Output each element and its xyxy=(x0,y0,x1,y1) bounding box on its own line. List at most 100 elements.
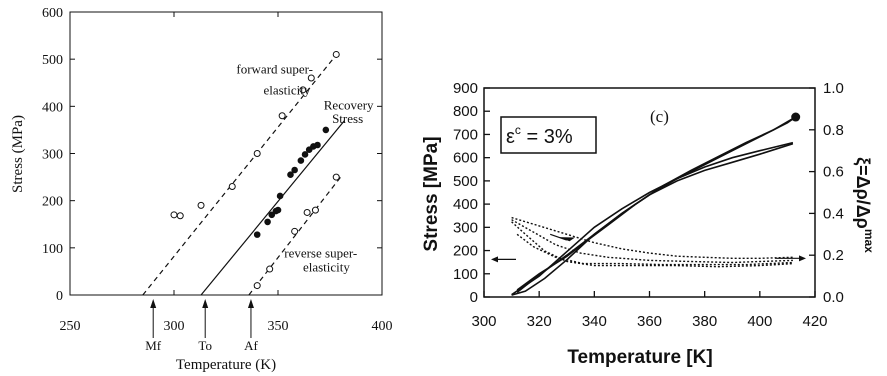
right-y-tick-label: 300 xyxy=(453,219,478,236)
end-point-marker xyxy=(791,112,801,122)
xi-curve xyxy=(511,221,793,268)
left-axis-ticks xyxy=(69,11,383,296)
right-y2-tick-label: 0.0 xyxy=(823,289,844,306)
right-y2-tick-label: 0.8 xyxy=(823,122,844,139)
equation-text: εc = 3% xyxy=(506,123,573,148)
right-y-tick-label: 500 xyxy=(453,173,478,190)
right-y2-tick-label: 0.2 xyxy=(823,247,844,264)
left-y-tick-label: 0 xyxy=(56,289,63,304)
left-axis-pointer-head xyxy=(491,256,498,263)
left-data-points xyxy=(170,50,340,290)
chart-right: 300 320 340 360 380 400 420 0 100 200 300 400 500 600… xyxy=(421,80,876,368)
right-x-tick-label: 320 xyxy=(527,313,552,330)
transition-arrow-head xyxy=(150,299,157,308)
left-data-point xyxy=(228,183,236,191)
left-y-tick-label: 100 xyxy=(42,242,63,257)
left-data-point xyxy=(274,206,282,214)
left-data-point xyxy=(291,166,298,174)
right-x-tick-label: 340 xyxy=(582,313,607,330)
right-y-tick-label: 800 xyxy=(453,103,478,120)
right-y-tick-label: 0 xyxy=(470,289,478,306)
left-x-axis-label: Temperature (K) xyxy=(176,357,276,373)
chart-left: 250 300 350 400 0 100 200 300 400 500 600 forward … xyxy=(10,6,393,373)
transition-arrow-head xyxy=(202,299,209,308)
left-y-tick-label: 400 xyxy=(42,100,63,115)
curve-arrow-head xyxy=(558,237,576,242)
left-fit-lines xyxy=(142,49,346,296)
left-data-point xyxy=(297,157,305,164)
left-data-point xyxy=(176,212,184,220)
left-y-tick-label: 200 xyxy=(42,195,63,210)
right-y-tick-label: 400 xyxy=(453,196,478,213)
right-x-tick-label: 380 xyxy=(692,313,717,330)
stress-curve xyxy=(516,142,794,294)
right-extras xyxy=(491,112,806,263)
left-annotation: elasticity xyxy=(263,83,310,98)
left-data-point xyxy=(322,126,330,134)
stress-curve xyxy=(511,141,794,296)
equation-box xyxy=(500,116,597,154)
xi-curve xyxy=(511,216,793,259)
right-y2-axis-label: ξ=Δρ/Δρmax xyxy=(852,157,876,253)
left-transition-markers: Mf To Af xyxy=(145,299,258,353)
left-tick-labels: 250 300 350 400 0 100 200 300 400 500 600 xyxy=(42,6,393,334)
right-y-tick-label: 100 xyxy=(453,266,478,283)
transition-label: Mf xyxy=(145,338,162,353)
left-annotation: elasticity xyxy=(303,259,350,274)
left-data-point xyxy=(266,265,274,273)
left-annotation: forward super- xyxy=(236,61,313,76)
equation-epsilon: ε xyxy=(506,126,515,148)
right-x-tick-label: 300 xyxy=(471,313,496,330)
left-data-point xyxy=(301,151,309,158)
transition-label: To xyxy=(198,338,212,353)
panel-label: (c) xyxy=(650,107,669,126)
xi-curve xyxy=(516,233,793,266)
right-y2-tick-label: 0.6 xyxy=(823,164,844,181)
right-y-tick-label: 700 xyxy=(453,126,478,143)
equation-superscript: c xyxy=(515,123,521,137)
left-data-point xyxy=(253,231,261,238)
left-data-point xyxy=(305,146,313,154)
left-data-point xyxy=(278,112,286,120)
left-x-tick-label: 300 xyxy=(164,319,185,334)
right-y-axis-label: Stress [MPa] xyxy=(421,136,442,251)
y2-label-main: ξ=Δρ/Δρ xyxy=(852,157,873,229)
transition-arrow-head xyxy=(247,299,254,308)
left-fit-line xyxy=(248,174,343,296)
left-data-point xyxy=(197,201,205,209)
equation-value: = 3% xyxy=(521,126,573,148)
left-y-tick-label: 600 xyxy=(42,6,63,21)
left-data-point xyxy=(253,282,261,290)
left-data-point xyxy=(253,150,261,157)
left-data-point xyxy=(264,218,271,226)
left-data-point xyxy=(299,86,307,94)
left-x-tick-label: 350 xyxy=(268,319,289,334)
left-x-tick-label: 250 xyxy=(60,319,81,334)
left-annotation: Recovery xyxy=(324,98,374,113)
right-tick-labels: 300 320 340 360 380 400 420 0 100 200 300 400 500 600… xyxy=(453,80,844,330)
right-y2-tick-label: 1.0 xyxy=(823,80,844,97)
right-x-axis-label: Temperature [K] xyxy=(567,347,712,368)
right-x-tick-label: 420 xyxy=(802,313,827,330)
left-data-point xyxy=(314,141,321,149)
y2-label-superscript: max xyxy=(862,229,876,253)
left-data-point xyxy=(291,227,299,235)
left-data-point xyxy=(332,173,340,181)
left-y-tick-label: 300 xyxy=(42,148,63,163)
xi-curve xyxy=(511,219,793,264)
left-data-point xyxy=(276,192,284,200)
transition-label: Af xyxy=(244,338,258,353)
left-x-tick-label: 400 xyxy=(372,319,393,334)
left-data-point xyxy=(307,74,315,82)
right-axis-ticks xyxy=(483,87,816,298)
left-data-point xyxy=(287,171,294,179)
right-axis-pointer-head xyxy=(799,255,806,262)
left-data-point xyxy=(311,206,319,214)
left-data-point xyxy=(170,211,178,219)
right-y-tick-label: 900 xyxy=(453,80,478,97)
right-y-tick-label: 600 xyxy=(453,150,478,167)
left-data-point xyxy=(332,50,340,58)
right-x-tick-label: 360 xyxy=(637,313,662,330)
